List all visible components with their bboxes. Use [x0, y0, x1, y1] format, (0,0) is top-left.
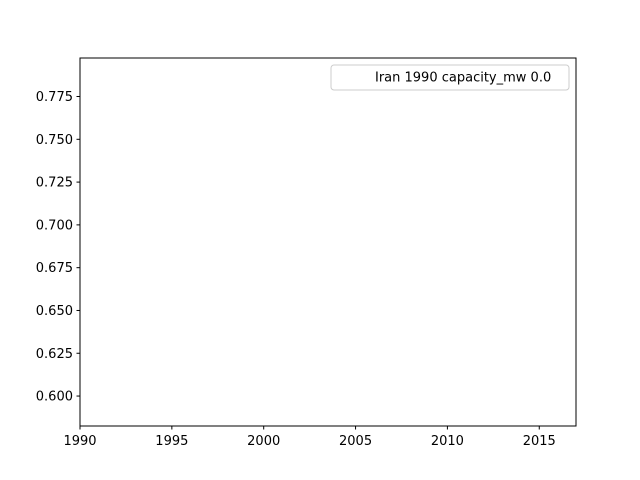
legend-box [330, 64, 570, 91]
legend-label: Iran 1990 capacity_mw 0.0 [375, 71, 551, 86]
x-tick-label: 1990 [63, 434, 96, 449]
x-tick-label: 2000 [247, 434, 280, 449]
axes-frame [79, 57, 577, 427]
x-tick-label: 1995 [155, 434, 188, 449]
x-tick-label: 2010 [431, 434, 464, 449]
x-tick-label: 2005 [339, 434, 372, 449]
y-tick-label: 0.675 [36, 261, 73, 276]
y-tick-label: 0.625 [36, 347, 73, 362]
y-tick-label: 0.725 [36, 176, 73, 191]
y-tick-label: 0.750 [36, 133, 73, 148]
y-tick-label: 0.775 [36, 90, 73, 105]
x-tick-label: 2015 [523, 434, 556, 449]
y-tick-label: 0.600 [36, 390, 73, 405]
plot-area [80, 58, 576, 426]
y-tick-label: 0.650 [36, 304, 73, 319]
y-axis: 0.600 0.625 0.650 0.675 0.700 0.725 0.750 0.775 [36, 90, 80, 405]
y-tick-label: 0.700 [36, 218, 73, 233]
x-axis: 1990 1995 2000 2005 2010 2015 [63, 426, 556, 449]
legend: Iran 1990 capacity_mw 0.0 [330, 64, 570, 91]
